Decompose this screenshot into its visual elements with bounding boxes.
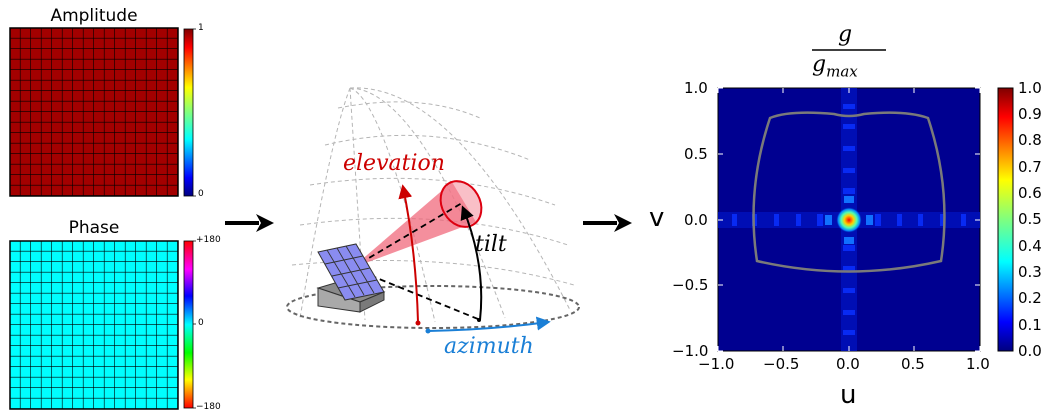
cbar-tick: 0.0 bbox=[1018, 342, 1042, 360]
azimuth-label: azimuth bbox=[444, 334, 534, 359]
phase-title: Phase bbox=[68, 218, 120, 238]
x-tick: 0.5 bbox=[901, 355, 925, 373]
phase-cbar-mid: 0 bbox=[198, 318, 204, 328]
cbar-tick: 0.1 bbox=[1018, 316, 1042, 334]
y-tick: −1.0 bbox=[672, 342, 709, 360]
y-tick: 0.5 bbox=[684, 145, 708, 163]
azimuth-arrow bbox=[427, 316, 551, 332]
amplitude-colorbar bbox=[183, 28, 194, 197]
gain-title-denominator: gmax bbox=[812, 52, 858, 80]
ground-ellipse bbox=[286, 285, 580, 329]
y-axis-label: v bbox=[649, 203, 665, 233]
x-tick: −0.5 bbox=[763, 355, 800, 373]
cbar-tick: 0.6 bbox=[1018, 184, 1042, 202]
y-tick: 1.0 bbox=[684, 79, 708, 97]
arrow-1 bbox=[225, 214, 274, 232]
amplitude-array bbox=[9, 27, 179, 197]
gain-title-denominator-g: g bbox=[812, 52, 827, 77]
y-tick: 0.0 bbox=[684, 211, 708, 229]
amplitude-cbar-min: 0 bbox=[198, 189, 204, 199]
gain-colorbar bbox=[997, 87, 1014, 352]
phase-array bbox=[9, 240, 179, 410]
phase-colorbar bbox=[183, 240, 194, 409]
scan-boundary bbox=[752, 111, 946, 273]
tilt-arrow bbox=[460, 205, 483, 321]
cbar-tick: 0.2 bbox=[1018, 289, 1042, 307]
cbar-tick: 0.3 bbox=[1018, 263, 1042, 281]
arrow-2 bbox=[583, 214, 632, 232]
x-tick: −1.0 bbox=[698, 355, 735, 373]
y-tick: −0.5 bbox=[672, 276, 709, 294]
tilt-label: tilt bbox=[475, 232, 507, 257]
gain-title-numerator: g bbox=[838, 22, 853, 47]
solar-panel bbox=[316, 243, 386, 313]
x-tick: 1.0 bbox=[966, 355, 990, 373]
cbar-tick: 0.4 bbox=[1018, 237, 1042, 255]
cbar-tick: 1.0 bbox=[1018, 79, 1042, 97]
main-lobe bbox=[836, 207, 862, 233]
x-axis-label: u bbox=[840, 380, 857, 410]
elevation-label: elevation bbox=[343, 151, 445, 176]
phase-cbar-max: +180 bbox=[196, 235, 221, 245]
x-tick: 0.0 bbox=[836, 355, 860, 373]
cbar-tick: 0.9 bbox=[1018, 105, 1042, 123]
cbar-tick: 0.5 bbox=[1018, 210, 1042, 228]
phase-cbar-min: −180 bbox=[196, 402, 221, 412]
cbar-tick: 0.8 bbox=[1018, 131, 1042, 149]
gain-title-subscript: max bbox=[826, 62, 858, 81]
amplitude-title: Amplitude bbox=[50, 6, 138, 26]
cbar-tick: 0.7 bbox=[1018, 158, 1042, 176]
amplitude-cbar-max: 1 bbox=[198, 23, 204, 33]
elevation-arrow bbox=[398, 184, 419, 323]
hemisphere-wireframe bbox=[291, 87, 575, 323]
